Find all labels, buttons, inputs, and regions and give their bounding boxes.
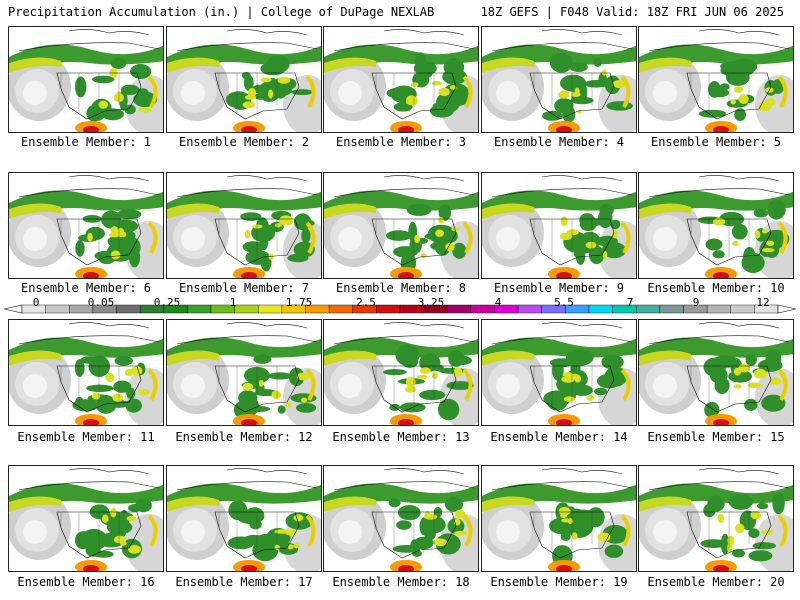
colorbar-tick-label: 0 bbox=[32, 296, 40, 309]
colorbar-tick-label: 3.25 bbox=[417, 296, 445, 309]
ensemble-member-label: Ensemble Member: 17 bbox=[175, 575, 313, 589]
ensemble-map-panel bbox=[481, 172, 637, 279]
header: Precipitation Accumulation (in.) | Colle… bbox=[0, 0, 800, 24]
ensemble-member-label: Ensemble Member: 9 bbox=[493, 281, 625, 295]
colorbar-tick-label: 5.5 bbox=[554, 296, 574, 309]
ensemble-member-label: Ensemble Member: 3 bbox=[335, 135, 467, 149]
ensemble-map-panel bbox=[166, 319, 322, 426]
ensemble-member-label: Ensemble Member: 19 bbox=[490, 575, 628, 589]
colorbar-labels: 0 0.05 0.25 1 1.75 2.5 3.25 4 5.5 7 9 12 bbox=[0, 296, 800, 309]
ensemble-map-panel bbox=[166, 26, 322, 133]
ensemble-member-label: Ensemble Member: 5 bbox=[650, 135, 782, 149]
precip-colorbar bbox=[3, 304, 797, 314]
ensemble-member-label: Ensemble Member: 1 bbox=[20, 135, 152, 149]
ensemble-map-panel bbox=[481, 319, 637, 426]
ensemble-member-label: Ensemble Member: 10 bbox=[647, 281, 785, 295]
ensemble-member-label: Ensemble Member: 6 bbox=[20, 281, 152, 295]
ensemble-member-label: Ensemble Member: 2 bbox=[178, 135, 310, 149]
ensemble-map-panel bbox=[638, 172, 794, 279]
colorbar-tick-label: 1.75 bbox=[285, 296, 313, 309]
ensemble-map-panel bbox=[166, 172, 322, 279]
ensemble-map-panel bbox=[481, 465, 637, 572]
ensemble-member-label: Ensemble Member: 8 bbox=[335, 281, 467, 295]
ensemble-map-panel bbox=[481, 26, 637, 133]
ensemble-map-panel bbox=[8, 26, 164, 133]
colorbar-tick-label: 0.05 bbox=[87, 296, 115, 309]
ensemble-map-panel bbox=[638, 465, 794, 572]
ensemble-map-panel bbox=[323, 319, 479, 426]
ensemble-map-panel bbox=[166, 465, 322, 572]
ensemble-map-panel bbox=[8, 465, 164, 572]
ensemble-map-panel bbox=[638, 26, 794, 133]
product-title: Precipitation Accumulation (in.) | Colle… bbox=[8, 5, 435, 19]
ensemble-map-panel bbox=[8, 172, 164, 279]
colorbar-tick-label: 9 bbox=[692, 296, 700, 309]
colorbar-tick-label: 4 bbox=[494, 296, 502, 309]
colorbar-tick-label: 7 bbox=[626, 296, 634, 309]
colorbar-tick-label: 0.25 bbox=[153, 296, 181, 309]
colorbar-tick-label: 12 bbox=[756, 296, 770, 309]
ensemble-map-panel bbox=[8, 319, 164, 426]
ensemble-map-panel bbox=[323, 26, 479, 133]
valid-time: 18Z GEFS | F048 Valid: 18Z FRI JUN 06 20… bbox=[480, 5, 784, 19]
colorbar-tick-label: 1 bbox=[229, 296, 237, 309]
ensemble-member-label: Ensemble Member: 11 bbox=[17, 430, 155, 444]
ensemble-map-panel bbox=[323, 172, 479, 279]
ensemble-member-label: Ensemble Member: 20 bbox=[647, 575, 785, 589]
ensemble-member-label: Ensemble Member: 13 bbox=[332, 430, 470, 444]
ensemble-member-label: Ensemble Member: 12 bbox=[175, 430, 313, 444]
ensemble-map-panel bbox=[323, 465, 479, 572]
ensemble-member-label: Ensemble Member: 4 bbox=[493, 135, 625, 149]
colorbar-right-arrow bbox=[777, 304, 797, 314]
ensemble-member-label: Ensemble Member: 7 bbox=[178, 281, 310, 295]
ensemble-member-label: Ensemble Member: 14 bbox=[490, 430, 628, 444]
ensemble-member-label: Ensemble Member: 16 bbox=[17, 575, 155, 589]
ensemble-member-label: Ensemble Member: 15 bbox=[647, 430, 785, 444]
ensemble-map-panel bbox=[638, 319, 794, 426]
colorbar-tick-label: 2.5 bbox=[356, 296, 376, 309]
ensemble-member-label: Ensemble Member: 18 bbox=[332, 575, 470, 589]
